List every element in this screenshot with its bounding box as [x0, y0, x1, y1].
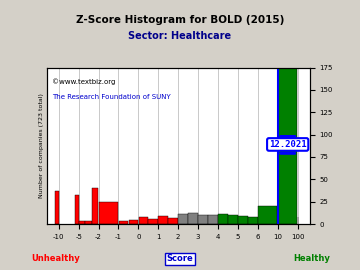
- Bar: [92, 188, 99, 224]
- Text: Unhealthy: Unhealthy: [31, 254, 80, 263]
- Bar: [208, 215, 218, 224]
- Y-axis label: Number of companies (723 total): Number of companies (723 total): [39, 93, 44, 198]
- Bar: [178, 214, 188, 224]
- Bar: [129, 220, 138, 224]
- Bar: [258, 206, 278, 224]
- Bar: [198, 215, 208, 224]
- Bar: [139, 217, 148, 224]
- Bar: [55, 191, 59, 224]
- Text: The Research Foundation of SUNY: The Research Foundation of SUNY: [52, 94, 171, 100]
- Text: 12.2021: 12.2021: [269, 140, 306, 149]
- Bar: [79, 221, 85, 224]
- Bar: [99, 202, 118, 224]
- Bar: [238, 216, 248, 224]
- Bar: [248, 217, 258, 224]
- Bar: [168, 218, 178, 224]
- Bar: [75, 195, 78, 224]
- Bar: [158, 216, 168, 224]
- Text: Sector: Healthcare: Sector: Healthcare: [129, 31, 231, 41]
- Bar: [228, 215, 238, 224]
- Bar: [85, 221, 92, 224]
- Bar: [278, 68, 297, 224]
- Bar: [188, 213, 198, 224]
- Bar: [119, 221, 128, 224]
- Bar: [218, 214, 228, 224]
- Text: Healthy: Healthy: [293, 254, 330, 263]
- Bar: [148, 219, 158, 224]
- Text: Z-Score Histogram for BOLD (2015): Z-Score Histogram for BOLD (2015): [76, 15, 284, 25]
- Text: Score: Score: [167, 254, 193, 263]
- Text: ©www.textbiz.org: ©www.textbiz.org: [52, 79, 116, 85]
